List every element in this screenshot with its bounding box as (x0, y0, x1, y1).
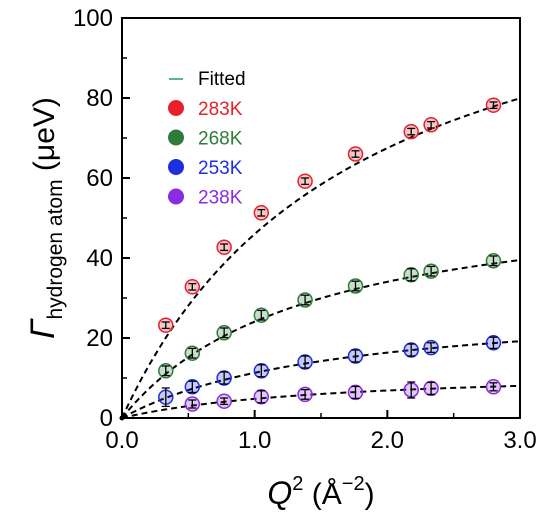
x-axis-label-unit-close: ) (365, 478, 375, 511)
legend-label-238K: 238K (198, 188, 243, 209)
y-tick-label: 20 (86, 325, 113, 352)
legend-label-268K: 268K (198, 129, 243, 150)
x-axis-label-unit-open: (Å (303, 478, 341, 511)
y-tick-label: 40 (86, 245, 113, 272)
x-axis-label: Q2 (Å−2) (267, 473, 374, 511)
y-tick-label: 80 (86, 85, 113, 112)
axis-ticks: 0.0 1.0 2.0 3.0 0 20 40 60 80 100 (73, 5, 537, 454)
series-253K (158, 335, 502, 408)
y-axis-label-sub: hydrogen atom (44, 179, 67, 319)
x-tick-label: 3.0 (503, 427, 536, 454)
fit-curve-253K (121, 340, 521, 419)
x-axis-label-main: Q (267, 475, 292, 511)
x-axis-label-unit-sup: −2 (342, 473, 365, 495)
series-283K (158, 97, 502, 333)
y-axis-label: Γhydrogen atom (μeV) (24, 97, 67, 339)
x-tick-label: 1.0 (238, 427, 271, 454)
x-axis-label-sup: 2 (292, 473, 303, 495)
fit-curves (121, 97, 521, 419)
y-tick-label: 100 (73, 5, 113, 32)
legend: Fitted 283K 268K 253K 238K (168, 69, 246, 209)
fit-curve-238K (121, 384, 521, 419)
legend-marker-268K (168, 129, 184, 146)
legend-label-253K: 253K (198, 158, 243, 179)
plot-frame (121, 17, 521, 419)
series-238K (184, 379, 502, 412)
y-axis-label-main: Γ (24, 318, 62, 339)
fit-curve-268K (121, 259, 521, 419)
legend-marker-238K (168, 188, 184, 205)
legend-label-283K: 283K (198, 99, 243, 120)
series-268K (158, 253, 502, 379)
fit-curve-283K (121, 97, 521, 419)
data-points (119, 97, 502, 421)
legend-marker-253K (168, 159, 184, 175)
x-tick-label: 2.0 (371, 427, 404, 454)
y-tick-label: 60 (86, 165, 113, 192)
legend-fit-label: Fitted (198, 69, 246, 90)
y-tick-label: 0 (100, 405, 113, 432)
legend-marker-283K (168, 100, 184, 116)
x-tick-label: 0.0 (105, 427, 138, 454)
y-axis-label-unit: (μeV) (28, 97, 61, 179)
